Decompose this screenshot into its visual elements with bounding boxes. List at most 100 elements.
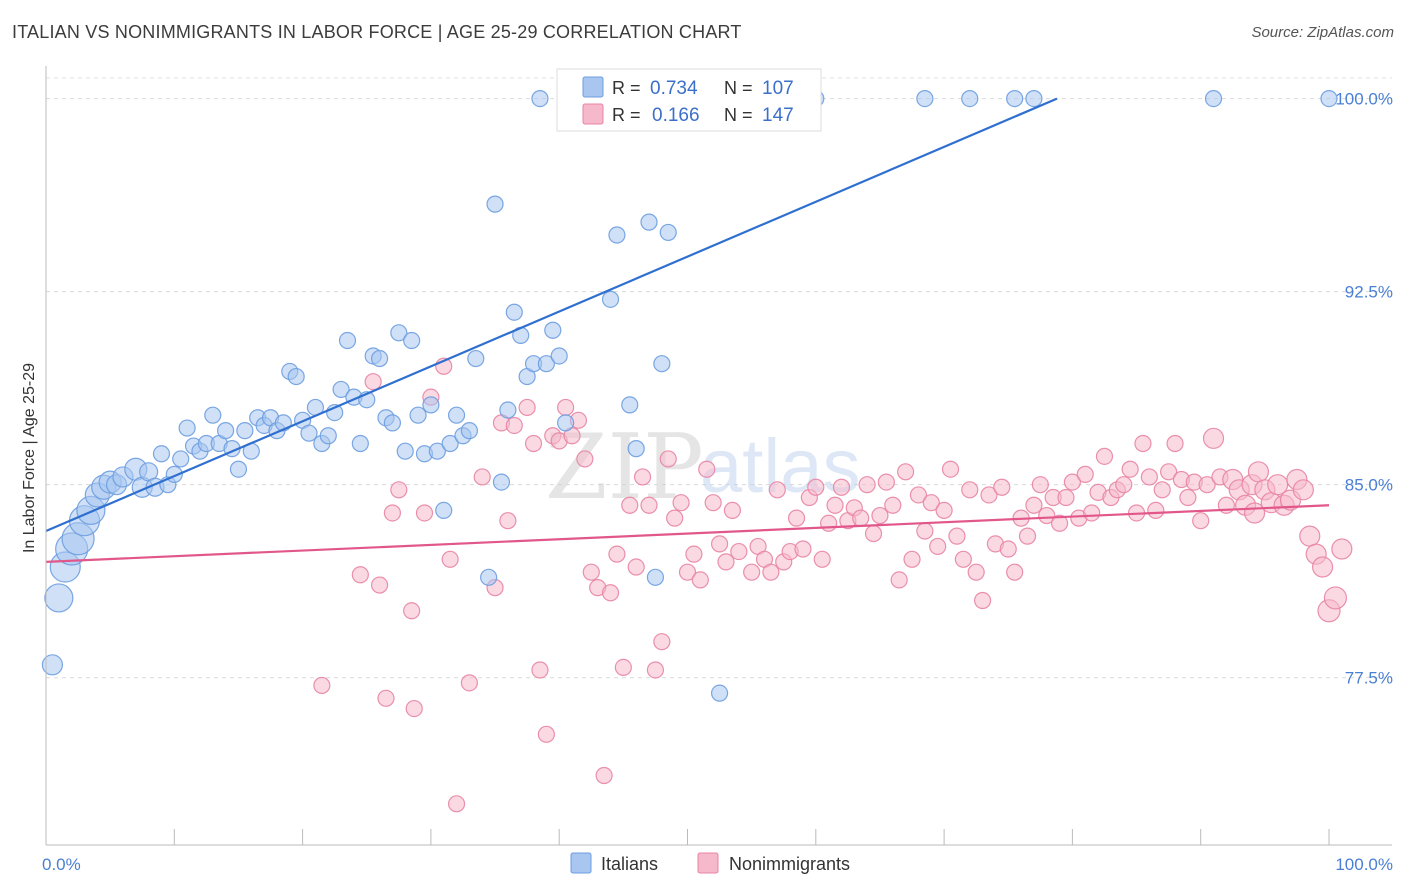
nonimmigrants-point-34 — [608, 545, 626, 563]
italians-point-69 — [499, 401, 517, 419]
nonimmigrants-point-147 — [1243, 502, 1266, 524]
italians-point-67 — [486, 195, 504, 213]
italians-point-44 — [332, 380, 350, 399]
nonimmigrants-point-64 — [807, 478, 825, 496]
nonimmigrants-point-72 — [858, 476, 876, 494]
nonimmigrants-point-57 — [762, 563, 780, 581]
stats-legend-swatch-italians — [582, 76, 604, 98]
italians-point-65 — [467, 349, 485, 368]
nonimmigrants-point-47 — [691, 571, 709, 589]
nonimmigrants-point-95 — [1006, 563, 1024, 581]
nonimmigrants-point-87 — [954, 550, 972, 568]
nonimmigrants-point-94 — [999, 540, 1017, 558]
nonimmigrants-point-122 — [1179, 488, 1197, 507]
nonimmigrants-trend-line — [45, 504, 1330, 563]
nonimmigrants-point-14 — [460, 674, 478, 692]
nonimmigrants-point-15 — [473, 468, 491, 486]
nonimmigrants-point-58 — [768, 481, 786, 499]
italians-point-61 — [441, 434, 459, 453]
nonimmigrants-point-13 — [447, 795, 466, 813]
italians-point-54 — [396, 442, 414, 460]
italians-point-60 — [435, 501, 453, 520]
nonimmigrants-point-85 — [941, 460, 960, 478]
italians-point-56 — [409, 406, 427, 424]
italians-point-20 — [178, 419, 196, 437]
nonimmigrants-point-67 — [826, 496, 844, 514]
nonimmigrants-point-74 — [871, 506, 889, 525]
nonimmigrants-point-73 — [864, 524, 883, 543]
italians-point-103 — [1025, 89, 1043, 108]
y-tick-label-3: 100.0% — [1335, 90, 1393, 109]
nonimmigrants-point-42 — [659, 450, 677, 468]
italians-point-78 — [557, 414, 575, 432]
nonimmigrants-point-112 — [1115, 476, 1133, 494]
nonimmigrants-point-46 — [685, 545, 703, 563]
nonimmigrants-point-118 — [1153, 481, 1171, 499]
nonimmigrants-point-45 — [678, 563, 697, 581]
italians-point-84 — [608, 226, 626, 244]
series-italians — [41, 89, 1338, 702]
nonimmigrants-point-82 — [922, 494, 940, 512]
nonimmigrants-point-89 — [967, 563, 985, 581]
stats-legend-r-value-2: 0.166 — [652, 105, 700, 126]
italians-point-76 — [544, 321, 562, 339]
stats-legend-n-value-1: 107 — [762, 78, 794, 99]
italians-point-0 — [41, 654, 64, 676]
nonimmigrants-point-78 — [897, 463, 915, 481]
italians-point-59 — [428, 442, 446, 460]
nonimmigrants-point-5 — [383, 504, 402, 522]
nonimmigrants-point-109 — [1095, 447, 1114, 465]
nonimmigrants-point-84 — [935, 501, 953, 520]
y-tick-label-0: 77.5% — [1345, 669, 1393, 688]
nonimmigrants-point-146 — [1331, 538, 1353, 560]
italians-point-42 — [319, 427, 337, 445]
nonimmigrants-point-81 — [916, 522, 934, 540]
nonimmigrants-point-65 — [813, 550, 831, 568]
nonimmigrants-point-36 — [621, 496, 639, 514]
italians-point-102 — [1006, 89, 1024, 108]
nonimmigrants-point-79 — [903, 550, 921, 568]
axes — [45, 66, 1392, 846]
italians-point-62 — [447, 406, 466, 424]
legend-label-italians: Italians — [601, 854, 658, 874]
nonimmigrants-point-3 — [370, 576, 389, 594]
y-tick-labels: 77.5% 85.0% 92.5% 100.0% — [1335, 90, 1393, 688]
nonimmigrants-point-99 — [1031, 476, 1049, 494]
grid-lines — [46, 77, 1392, 679]
nonimmigrants-point-106 — [1076, 465, 1094, 483]
y-axis-title: In Labor Force | Age 25-29 — [21, 363, 38, 553]
stats-legend-n-label-1: N = — [724, 78, 753, 98]
nonimmigrants-point-103 — [1057, 488, 1075, 507]
series-nonimmigrants — [313, 357, 1353, 813]
italians-point-39 — [300, 424, 318, 442]
italians-point-29 — [236, 422, 254, 440]
nonimmigrants-point-29 — [576, 450, 594, 468]
x-tick-label-1: 100.0% — [1335, 855, 1393, 874]
italians-point-100 — [916, 89, 934, 108]
nonimmigrants-point-52 — [723, 501, 742, 520]
italians-point-24 — [204, 406, 222, 424]
italians-point-105 — [1320, 89, 1338, 108]
legend-swatch-italians — [570, 852, 592, 874]
nonimmigrants-point-48 — [698, 460, 716, 478]
italians-point-64 — [460, 422, 478, 440]
nonimmigrants-point-133 — [1247, 461, 1270, 483]
nonimmigrants-point-119 — [1160, 463, 1178, 481]
nonimmigrants-point-0 — [313, 676, 331, 695]
italians-point-66 — [480, 568, 498, 586]
italians-point-37 — [287, 367, 305, 386]
italians-point-70 — [505, 303, 523, 321]
nonimmigrants-point-107 — [1083, 504, 1101, 522]
nonimmigrants-point-75 — [877, 473, 895, 491]
stats-legend-r-value-1: 0.734 — [650, 78, 698, 99]
nonimmigrants-point-141 — [1299, 525, 1321, 547]
stats-legend-swatch-nonimmigrants — [582, 103, 604, 125]
nonimmigrants-point-100 — [1038, 506, 1056, 525]
nonimmigrants-point-86 — [948, 527, 966, 545]
nonimmigrants-point-26 — [557, 398, 575, 417]
nonimmigrants-point-61 — [787, 509, 806, 527]
nonimmigrants-point-124 — [1192, 512, 1210, 530]
nonimmigrants-point-39 — [640, 496, 658, 514]
italians-point-75 — [537, 355, 555, 373]
